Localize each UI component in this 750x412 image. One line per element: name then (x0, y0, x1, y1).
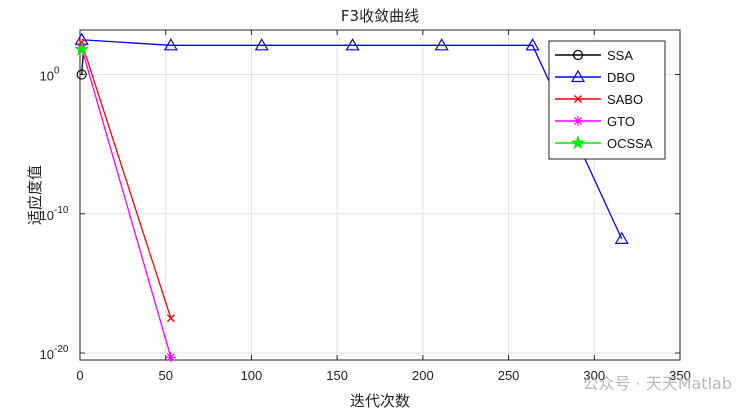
legend-box (548, 40, 666, 160)
legend-entry-dbo: DBO (555, 69, 635, 85)
legend-entry-ocssa: OCSSA (555, 135, 653, 151)
legend-marker-gto (573, 116, 583, 126)
x-tick-label: 300 (583, 368, 605, 383)
series-ocssa (74, 41, 90, 56)
x-tick-label: 250 (498, 368, 520, 383)
x-axis-label: 迭代次数 (350, 392, 410, 410)
data-point-ocssa (74, 41, 90, 56)
series-line-gto (81, 47, 172, 358)
y-tick-label: 10 (40, 347, 54, 362)
legend-label: SABO (607, 92, 643, 107)
series-dbo (74, 32, 629, 244)
data-point-dbo (434, 38, 449, 51)
y-tick-label: 10 (40, 208, 54, 223)
legend-marker-sabo (574, 95, 582, 103)
series-line-sabo (81, 42, 172, 319)
legend-label: OCSSA (607, 136, 653, 151)
legend-label: GTO (607, 114, 635, 129)
legend-label: DBO (607, 70, 635, 85)
legend-label: SSA (607, 48, 633, 63)
series-line-dbo (81, 39, 623, 240)
y-tick-label: 10 (40, 69, 54, 84)
legend-entry-ssa: SSA (555, 48, 633, 63)
chart-title: F3收敛曲线 (341, 7, 419, 25)
data-point-dbo (345, 38, 360, 51)
legend-entry-sabo: SABO (555, 92, 643, 107)
series-sabo (77, 38, 175, 323)
legend: SSA DBO SABO GTO OCSSA (548, 40, 666, 160)
x-tick-label: 200 (412, 368, 434, 383)
data-point-sabo (166, 314, 175, 323)
watermark: 公众号 · 天天Matlab (582, 374, 732, 393)
x-tick-label: 100 (241, 368, 263, 383)
y-tick-exponent: -20 (54, 344, 69, 355)
series-group (74, 32, 629, 363)
x-tick-label: 0 (76, 368, 83, 383)
y-axis-label: 适应度值 (26, 165, 44, 225)
legend-marker-dbo (570, 69, 586, 83)
legend-marker-ocssa (570, 135, 586, 150)
legend-entry-gto: GTO (555, 114, 635, 129)
x-tick-label: 50 (158, 368, 172, 383)
axes-box (79, 29, 681, 361)
data-point-dbo (525, 38, 540, 51)
data-point-ssa (76, 69, 87, 80)
data-point-dbo (254, 38, 269, 51)
x-tick-label: 350 (669, 368, 691, 383)
series-gto (76, 43, 176, 363)
legend-marker-ssa (572, 49, 584, 61)
data-point-dbo (163, 38, 178, 51)
y-tick-exponent: -10 (54, 205, 69, 216)
y-tick-exponent: 0 (54, 66, 60, 77)
data-point-gto (165, 352, 176, 363)
data-point-dbo (614, 231, 629, 244)
x-tick-label: 150 (326, 368, 348, 383)
